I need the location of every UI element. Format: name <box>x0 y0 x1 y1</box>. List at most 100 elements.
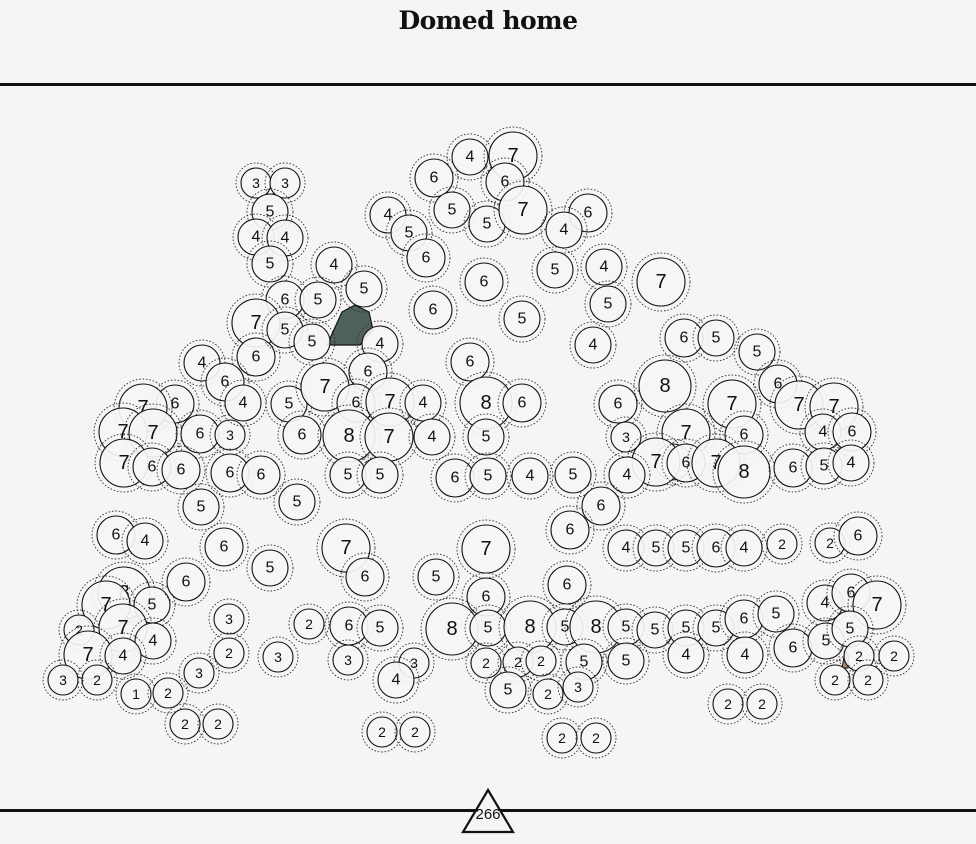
circle-cell[interactable]: 3 <box>209 414 251 456</box>
circle-cell[interactable]: 6 <box>576 481 626 531</box>
circle-cell[interactable]: 6 <box>691 523 741 573</box>
circle-cell[interactable]: 6 <box>461 572 511 622</box>
circle-cell[interactable]: 5 <box>340 265 388 313</box>
circle-cell[interactable]: 6 <box>401 233 451 283</box>
circle-cell[interactable]: 5 <box>531 246 579 294</box>
circle-cell[interactable]: 2 <box>197 703 239 745</box>
circle-cell[interactable]: 4 <box>446 133 494 181</box>
circle-cell[interactable]: 5 <box>462 413 510 461</box>
circle-body <box>545 211 583 249</box>
circle-cell[interactable]: 2 <box>527 673 569 715</box>
circle-cell[interactable]: 4 <box>662 631 710 679</box>
circle-cell[interactable]: 4 <box>99 632 147 680</box>
circle-cell[interactable]: 2 <box>164 703 206 745</box>
circle-cell[interactable]: 5 <box>246 240 294 288</box>
circle-cell[interactable]: 4 <box>721 631 769 679</box>
circle-cell[interactable]: 7 <box>631 252 691 312</box>
circle-cell[interactable]: 7 <box>493 180 553 240</box>
circle-cell[interactable]: 5 <box>662 524 710 572</box>
circle-cell[interactable]: 5 <box>584 280 632 328</box>
circle-cell[interactable]: 6 <box>445 337 495 387</box>
circle-cell[interactable]: 6 <box>833 511 883 561</box>
circle-cell[interactable]: 2 <box>394 711 436 753</box>
circle-cell[interactable]: 4 <box>219 379 267 427</box>
circle-cell[interactable]: 2 <box>814 659 856 701</box>
circle-cell[interactable]: 2 <box>361 711 403 753</box>
circle-cell[interactable]: 6 <box>593 379 643 429</box>
circle-cell[interactable]: 5 <box>464 452 512 500</box>
circle-cell[interactable]: 2 <box>847 659 889 701</box>
circle-cell[interactable]: 5 <box>288 318 336 366</box>
circle-cell[interactable]: 5 <box>602 637 650 685</box>
circle-cell[interactable]: 4 <box>569 321 617 369</box>
circle-cell[interactable]: 3 <box>327 639 369 681</box>
circle-cell[interactable]: 4 <box>580 243 628 291</box>
circle-cell[interactable]: 5 <box>428 186 476 234</box>
circle-cell[interactable]: 5 <box>692 314 740 362</box>
circle-cell[interactable]: 5 <box>752 590 800 638</box>
circle-cell[interactable]: 6 <box>497 378 547 428</box>
circle-cell[interactable]: 6 <box>156 445 206 495</box>
circle-cell[interactable]: 5 <box>177 483 225 531</box>
circle-cell[interactable]: 3 <box>178 652 220 694</box>
circle-cell[interactable]: 7 <box>456 519 516 579</box>
circle-cell[interactable]: 2 <box>208 632 250 674</box>
circle-cell[interactable]: 2 <box>873 635 915 677</box>
circle-cell[interactable]: 4 <box>603 451 651 499</box>
circle-cell[interactable]: 7 <box>847 575 907 635</box>
circle-cell[interactable]: 2 <box>741 683 783 725</box>
circle-cell[interactable]: 4 <box>121 517 169 565</box>
circle-cell[interactable]: 4 <box>540 206 588 254</box>
circle-cell[interactable]: 3 <box>42 659 84 701</box>
circle-cell[interactable]: 5 <box>356 451 404 499</box>
circle-cell[interactable]: 5 <box>294 276 342 324</box>
circle-cell[interactable]: 2 <box>541 717 583 759</box>
circle-number: 8 <box>590 616 601 638</box>
circle-cell[interactable]: 6 <box>408 285 458 335</box>
dark-region-fill <box>326 304 374 346</box>
circle-body <box>262 641 294 673</box>
circle-cell[interactable]: 2 <box>288 603 330 645</box>
circle-cell[interactable]: 6 <box>542 560 592 610</box>
circle-cell[interactable]: 6 <box>277 410 327 460</box>
circle-cell[interactable]: 8 <box>633 354 697 418</box>
circle-cell[interactable]: 6 <box>459 257 509 307</box>
circle-cell[interactable]: 5 <box>412 553 460 601</box>
circle-cell[interactable]: 5 <box>484 666 532 714</box>
circle-cell[interactable]: 4 <box>720 524 768 572</box>
circle-cell[interactable]: 6 <box>719 410 769 460</box>
circle-cell[interactable]: 6 <box>161 557 211 607</box>
circle-cell[interactable]: 2 <box>575 717 617 759</box>
circle-cell[interactable]: 6 <box>231 332 281 382</box>
circle-cell[interactable]: 6 <box>659 313 709 363</box>
circle-cell[interactable]: 1 <box>115 673 157 715</box>
circle-cell[interactable]: 6 <box>199 522 249 572</box>
circle-cell[interactable]: 5 <box>549 451 597 499</box>
circle-cell[interactable]: 4 <box>506 452 554 500</box>
circle-cell[interactable]: 5 <box>273 478 321 526</box>
circle-cell[interactable]: 5 <box>356 604 404 652</box>
circle-cell[interactable]: 4 <box>310 241 358 289</box>
circle-body <box>498 185 548 235</box>
circle-cell[interactable]: 5 <box>498 295 546 343</box>
circle-cell[interactable]: 4 <box>399 379 447 427</box>
circle-cell[interactable]: 6 <box>236 450 286 500</box>
circle-cell[interactable]: 4 <box>827 439 875 487</box>
circle-cell[interactable]: 3 <box>208 598 250 640</box>
circle-cell[interactable]: 6 <box>340 552 390 602</box>
circle-cell[interactable]: 5 <box>246 544 294 592</box>
circle-cell[interactable]: 2 <box>761 523 803 565</box>
circle-number: 5 <box>712 330 721 347</box>
circle-cell[interactable]: 3 <box>257 636 299 678</box>
circle-cell[interactable]: 2 <box>147 672 189 714</box>
circle-cell[interactable]: 4 <box>408 413 456 461</box>
circle-number: 6 <box>281 292 290 309</box>
circle-range-ring <box>531 246 579 294</box>
circle-cell[interactable]: 6 <box>409 153 459 203</box>
circle-cell[interactable]: 6 <box>545 505 595 555</box>
circle-body <box>345 270 383 308</box>
circle-cell[interactable]: 4 <box>372 656 420 704</box>
circle-cell[interactable]: 3 <box>557 666 599 708</box>
circle-cell[interactable]: 5 <box>733 328 781 376</box>
